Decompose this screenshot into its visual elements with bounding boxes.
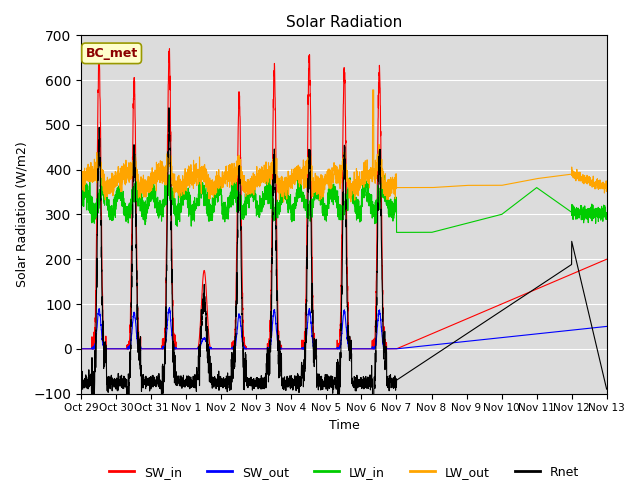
Line: SW_in: SW_in — [81, 49, 607, 349]
Rnet — [462, 332, 470, 337]
LW_in — [324, 202, 332, 208]
SW_in — [492, 304, 499, 310]
LW_in — [462, 221, 470, 227]
LW_in — [492, 213, 499, 219]
Rnet — [77, 379, 85, 384]
LW_out — [369, 87, 376, 93]
SW_out — [172, 346, 180, 351]
Rnet — [603, 386, 611, 392]
Text: BC_met: BC_met — [86, 47, 138, 60]
Line: LW_in: LW_in — [81, 174, 607, 232]
Line: SW_out: SW_out — [81, 308, 607, 349]
SW_in — [166, 46, 173, 52]
LW_out — [280, 199, 287, 205]
LW_in — [77, 190, 85, 195]
LW_in — [172, 222, 179, 228]
Rnet — [165, 105, 173, 111]
SW_out — [602, 324, 610, 329]
SW_in — [603, 256, 611, 262]
SW_out — [324, 346, 332, 352]
LW_out — [433, 184, 440, 190]
LW_out — [462, 182, 470, 188]
LW_out — [602, 178, 610, 184]
SW_in — [324, 346, 332, 352]
SW_out — [461, 338, 469, 344]
Rnet — [172, 371, 180, 377]
Rnet — [602, 384, 610, 390]
LW_in — [296, 171, 304, 177]
SW_in — [433, 329, 440, 335]
Line: Rnet: Rnet — [81, 108, 607, 475]
LW_out — [324, 167, 332, 172]
Rnet — [492, 312, 499, 318]
Title: Solar Radiation: Solar Radiation — [286, 15, 402, 30]
SW_in — [461, 316, 469, 322]
LW_out — [77, 176, 85, 181]
SW_in — [602, 257, 610, 263]
SW_in — [77, 346, 85, 352]
LW_out — [603, 182, 611, 188]
LW_in — [602, 211, 610, 217]
Line: LW_out: LW_out — [81, 90, 607, 202]
Y-axis label: Solar Radiation (W/m2): Solar Radiation (W/m2) — [15, 142, 28, 288]
SW_out — [77, 346, 85, 352]
SW_out — [166, 305, 173, 311]
LW_in — [603, 214, 611, 219]
Rnet — [370, 472, 378, 478]
X-axis label: Time: Time — [328, 419, 359, 432]
Rnet — [324, 381, 332, 386]
SW_in — [172, 345, 180, 351]
LW_out — [172, 189, 179, 195]
LW_in — [393, 229, 401, 235]
LW_in — [433, 228, 440, 234]
Legend: SW_in, SW_out, LW_in, LW_out, Rnet: SW_in, SW_out, LW_in, LW_out, Rnet — [104, 461, 584, 480]
SW_out — [492, 336, 499, 341]
SW_out — [433, 342, 440, 348]
SW_out — [603, 324, 611, 329]
Rnet — [433, 351, 440, 357]
LW_out — [492, 182, 499, 188]
